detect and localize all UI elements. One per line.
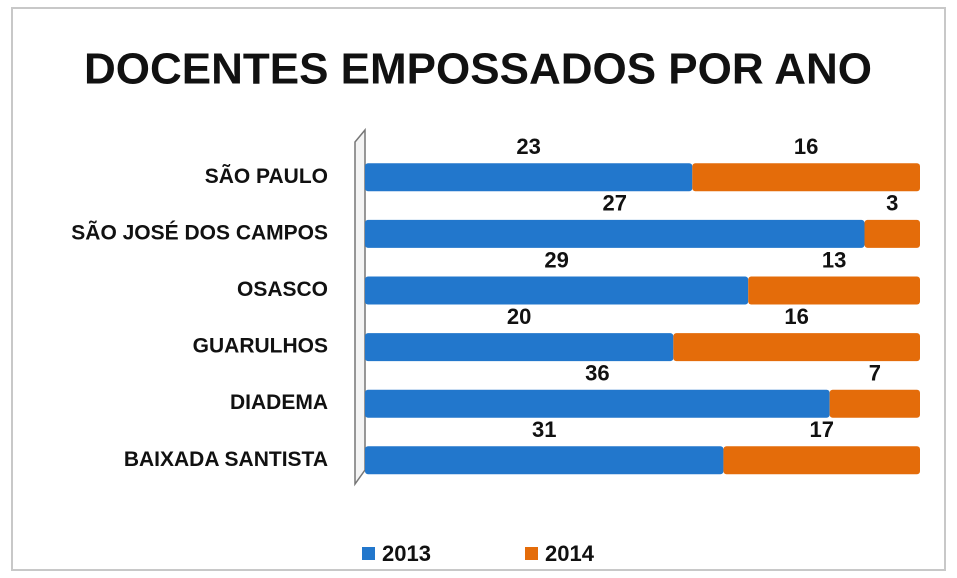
category-label: GUARULHOS [193,335,328,358]
bar-segment [864,219,920,248]
category-label: SÃO PAULO [205,165,328,188]
data-label: 23 [516,134,540,159]
bar-segment [365,276,749,305]
legend-swatch [362,547,375,560]
bar-segment [365,446,724,475]
data-label: 16 [784,304,808,329]
data-label: 17 [809,417,833,442]
bar-segment [829,389,920,418]
axis-wall [354,127,366,487]
data-label: 13 [822,247,846,272]
bar-segment [365,389,830,418]
bar-segment [748,276,920,305]
bar-segment [365,333,674,362]
bar-segment [673,333,920,362]
data-label: 16 [794,134,818,159]
legend-label: 2014 [545,541,595,566]
bar-segment [365,163,693,192]
category-label: SÃO JOSÉ DOS CAMPOS [71,221,328,244]
data-label: 7 [869,361,881,386]
bar-segment [692,163,920,192]
category-label: BAIXADA SANTISTA [124,448,328,471]
legend-label: 2013 [382,541,431,566]
data-label: 36 [585,361,609,386]
bar-segment [723,446,920,475]
legend-swatch [525,547,538,560]
bar-segment [365,219,865,248]
category-label: OSASCO [237,278,328,301]
data-label: 27 [603,191,627,216]
category-label: DIADEMA [230,391,328,414]
data-label: 31 [532,417,556,442]
data-label: 3 [886,191,898,216]
data-label: 20 [507,304,531,329]
data-label: 29 [544,247,568,272]
chart-title: DOCENTES EMPOSSADOS POR ANO [84,45,872,94]
